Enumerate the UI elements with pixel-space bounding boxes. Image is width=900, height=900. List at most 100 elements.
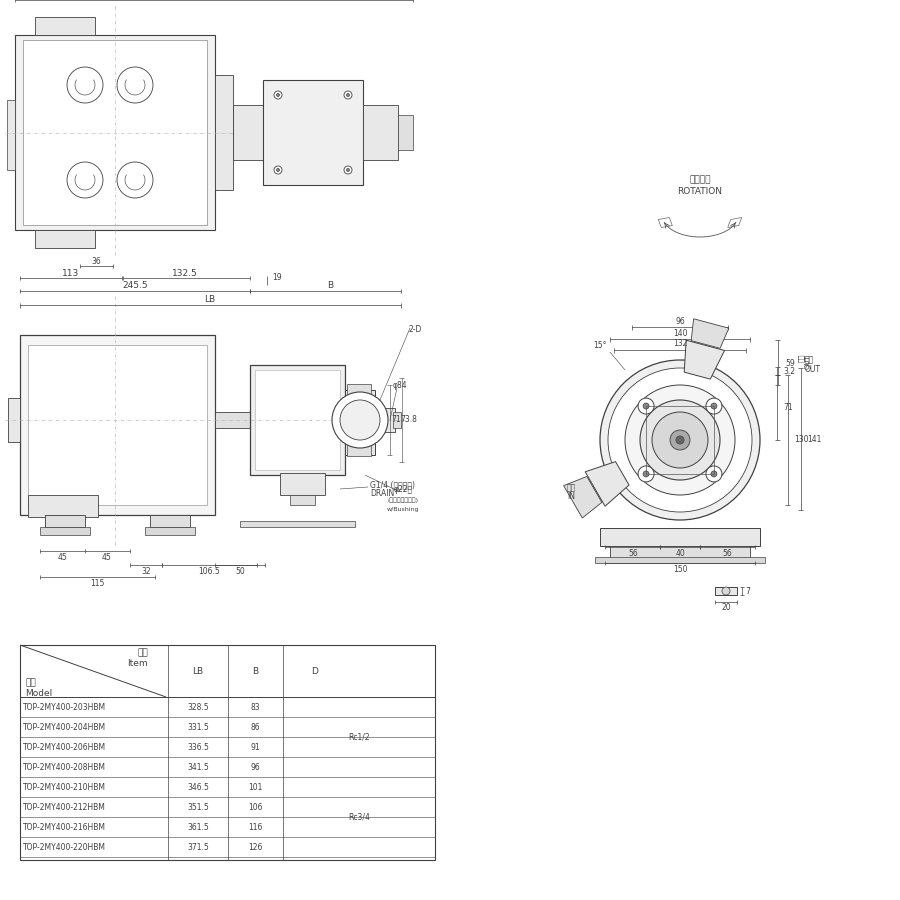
Bar (35, 230, 95, 248)
Circle shape (332, 392, 388, 448)
Circle shape (344, 166, 352, 174)
Polygon shape (585, 462, 629, 506)
Circle shape (670, 430, 690, 450)
Text: 106: 106 (248, 803, 262, 812)
Circle shape (652, 412, 708, 468)
Circle shape (346, 168, 349, 172)
Bar (347, 444, 371, 456)
Text: 341.5: 341.5 (187, 762, 209, 771)
Bar (280, 473, 325, 495)
Text: 吐出: 吐出 (798, 354, 805, 362)
Text: 45: 45 (102, 553, 112, 562)
Circle shape (706, 398, 722, 414)
Bar (290, 495, 315, 505)
Text: 回転方向: 回転方向 (689, 176, 711, 184)
Text: ROTATION: ROTATION (678, 186, 723, 195)
Bar (600, 528, 760, 546)
Bar (45, 515, 85, 527)
Bar (233, 105, 263, 160)
Bar (145, 527, 195, 535)
Bar (15, 35, 215, 230)
Bar (375, 408, 395, 432)
Polygon shape (684, 340, 724, 379)
Bar (240, 521, 355, 527)
Bar (393, 412, 401, 428)
Text: 32: 32 (141, 566, 151, 575)
Text: 96: 96 (675, 318, 685, 327)
Bar (23, 40, 207, 225)
Text: 140: 140 (673, 329, 688, 338)
Text: 73.8: 73.8 (400, 416, 418, 425)
Circle shape (276, 168, 280, 172)
Text: TOP-2MY400-208HBM: TOP-2MY400-208HBM (23, 762, 106, 771)
Circle shape (638, 398, 654, 414)
Text: 3.2: 3.2 (783, 366, 795, 375)
Text: B: B (252, 667, 258, 676)
Text: Rc3/4: Rc3/4 (348, 813, 370, 822)
Text: 56: 56 (722, 548, 732, 557)
Text: 96: 96 (250, 762, 260, 771)
Text: TOP-2MY400-210HBM: TOP-2MY400-210HBM (23, 782, 106, 791)
Text: 115: 115 (90, 579, 104, 588)
Text: Rc1/2: Rc1/2 (348, 733, 370, 742)
Text: 245.5: 245.5 (122, 282, 148, 291)
Circle shape (706, 466, 722, 482)
Circle shape (644, 403, 649, 410)
Circle shape (276, 94, 280, 96)
Text: 113: 113 (62, 268, 79, 277)
Bar (363, 105, 398, 160)
Text: 351.5: 351.5 (187, 803, 209, 812)
Bar (610, 546, 750, 558)
Text: φ84: φ84 (392, 381, 408, 390)
Text: Model: Model (25, 688, 52, 698)
Text: LB: LB (193, 667, 203, 676)
Text: 7: 7 (745, 587, 751, 596)
Text: TOP-2MY400-220HBM: TOP-2MY400-220HBM (23, 842, 106, 851)
Text: 71: 71 (783, 403, 793, 412)
Text: 116: 116 (248, 823, 262, 832)
Text: DRAIN: DRAIN (370, 490, 394, 499)
Text: LB: LB (204, 295, 216, 304)
Bar (347, 384, 371, 396)
Circle shape (638, 466, 654, 482)
Text: OUT: OUT (805, 355, 811, 369)
Circle shape (640, 400, 720, 480)
Text: 371.5: 371.5 (187, 842, 209, 851)
Text: 45: 45 (57, 553, 67, 562)
Text: 50: 50 (235, 566, 245, 575)
Bar (715, 587, 737, 595)
Bar (345, 390, 375, 455)
Text: 141: 141 (807, 436, 822, 445)
Bar (8, 398, 20, 442)
Text: 83: 83 (250, 703, 260, 712)
Circle shape (711, 471, 717, 477)
Text: 361.5: 361.5 (187, 823, 209, 832)
Circle shape (344, 91, 352, 99)
Text: TOP-2MY400-203HBM: TOP-2MY400-203HBM (23, 703, 106, 712)
Text: 336.5: 336.5 (187, 742, 209, 752)
Text: 71: 71 (392, 416, 400, 425)
Bar (250, 365, 345, 475)
Bar (595, 557, 765, 563)
Text: 101: 101 (248, 782, 262, 791)
Polygon shape (563, 476, 602, 518)
Text: 346.5: 346.5 (187, 782, 209, 791)
Text: 59: 59 (785, 358, 795, 367)
Circle shape (722, 587, 730, 595)
Bar (398, 115, 413, 150)
Text: 20: 20 (721, 604, 731, 613)
Circle shape (600, 360, 760, 520)
Text: (ゴムブッシュ付): (ゴムブッシュ付) (388, 497, 418, 503)
Circle shape (274, 91, 282, 99)
Bar (263, 80, 363, 185)
Text: 130: 130 (794, 436, 808, 445)
Circle shape (676, 436, 684, 444)
Text: OUT: OUT (805, 364, 821, 373)
Text: Item: Item (128, 659, 148, 668)
Text: TOP-2MY400-204HBM: TOP-2MY400-204HBM (23, 723, 106, 732)
Bar (35, 17, 95, 35)
Text: 19: 19 (272, 274, 282, 283)
Text: 132.5: 132.5 (172, 268, 198, 277)
Text: 吸入: 吸入 (567, 483, 576, 492)
Bar (28, 345, 207, 505)
